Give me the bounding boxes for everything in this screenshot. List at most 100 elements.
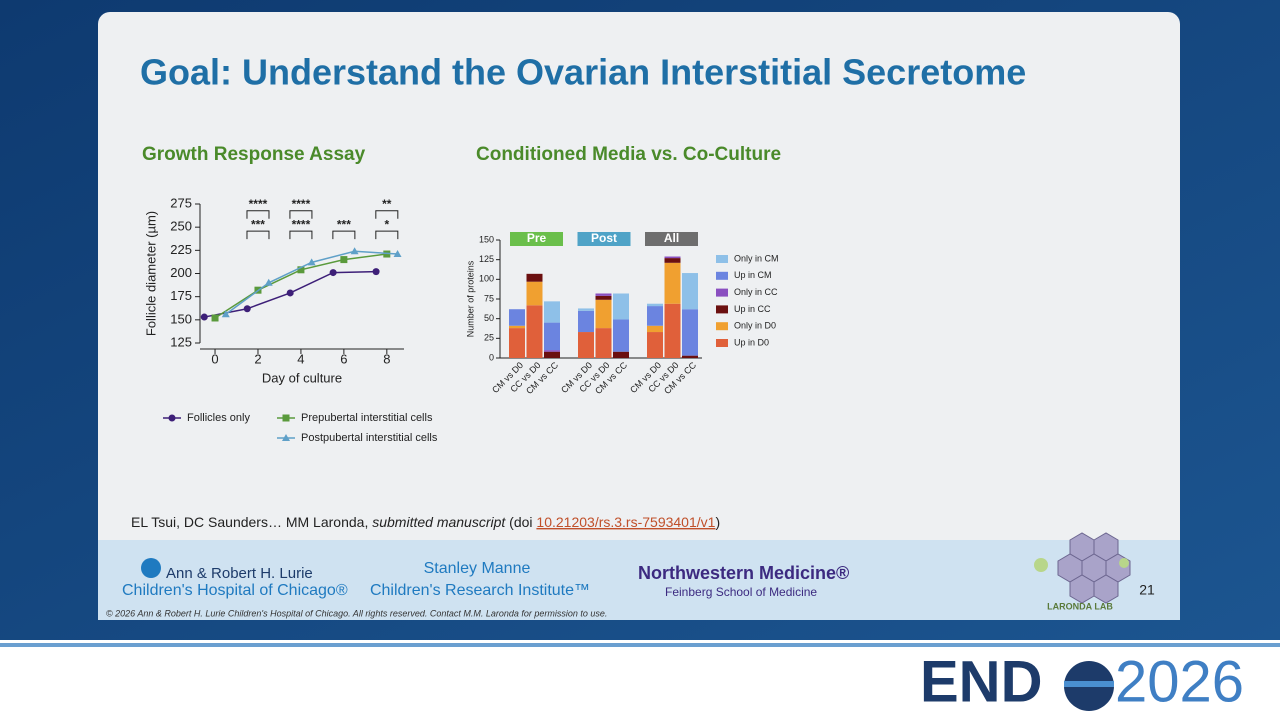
bar-segment bbox=[526, 305, 543, 358]
bar-segment bbox=[526, 281, 543, 306]
marker bbox=[200, 313, 208, 321]
copyright: © 2026 Ann & Robert H. Lurie Children's … bbox=[106, 608, 607, 618]
bar-segment bbox=[647, 332, 663, 358]
marker bbox=[264, 278, 273, 286]
significance-label: * bbox=[384, 217, 389, 231]
bar-segment bbox=[664, 258, 681, 263]
y-tick-label: 150 bbox=[170, 311, 192, 326]
y-tick-label: 150 bbox=[479, 234, 494, 244]
x-tick-label: 0 bbox=[211, 351, 218, 366]
x-axis-label: Day of culture bbox=[262, 370, 342, 385]
marker bbox=[221, 310, 230, 318]
y-tick-label: 225 bbox=[170, 242, 192, 257]
manne-name: Stanley Manne bbox=[424, 560, 531, 577]
legend-label: Only in CC bbox=[734, 287, 778, 297]
marker bbox=[211, 314, 219, 322]
bar-segment bbox=[544, 351, 560, 358]
bar-segment bbox=[578, 332, 594, 358]
bar-segment bbox=[526, 273, 543, 282]
group-box bbox=[645, 232, 698, 246]
bar-segment bbox=[509, 328, 525, 358]
marker bbox=[393, 250, 402, 258]
x-tick-label: 4 bbox=[297, 351, 304, 366]
manne-institute: Children's Research Institute™ bbox=[370, 582, 590, 599]
marker bbox=[307, 258, 316, 266]
marker bbox=[286, 289, 294, 297]
marker bbox=[297, 266, 305, 274]
bar-segment bbox=[509, 325, 525, 329]
x-tick-label: 2 bbox=[254, 351, 261, 366]
marker bbox=[329, 269, 337, 277]
marker bbox=[282, 414, 290, 422]
y-tick-label: 75 bbox=[484, 293, 494, 303]
bar-segment bbox=[595, 293, 612, 296]
significance-bracket bbox=[375, 230, 399, 240]
chart-title: Conditioned Media vs. Co-Culture bbox=[476, 144, 781, 165]
bar-segment bbox=[647, 306, 663, 326]
legend-label: Only in CM bbox=[734, 253, 779, 263]
significance-bracket bbox=[375, 210, 399, 219]
significance-bracket bbox=[289, 210, 313, 219]
status: submitted manuscript bbox=[372, 514, 506, 530]
y-tick-label: 0 bbox=[489, 352, 494, 362]
bar-segment bbox=[595, 328, 612, 358]
page-number: 21 bbox=[1139, 582, 1155, 598]
legend-swatch bbox=[716, 255, 728, 263]
marker bbox=[340, 256, 348, 264]
group-label: Post bbox=[591, 231, 617, 245]
bar-segment bbox=[509, 309, 525, 326]
legend-label: Up in CC bbox=[734, 304, 771, 314]
nw-name: Northwestern Medicine® bbox=[638, 563, 849, 583]
bar-segment bbox=[682, 355, 698, 358]
significance-label: **** bbox=[292, 217, 311, 231]
authors: EL Tsui, DC Saunders… MM Laronda, bbox=[131, 514, 372, 530]
y-tick-label: 50 bbox=[484, 313, 494, 323]
card bbox=[98, 12, 1180, 620]
significance-label: ** bbox=[382, 197, 392, 211]
y-tick-label: 125 bbox=[170, 334, 192, 349]
lab-name: LARONDA LAB bbox=[1047, 601, 1113, 611]
x-tick-label: 8 bbox=[383, 351, 390, 366]
bar-segment bbox=[664, 262, 681, 304]
y-axis-label: Number of proteins bbox=[465, 260, 475, 337]
banner-globe-band bbox=[1064, 681, 1114, 687]
banner-left: END bbox=[920, 649, 1042, 714]
lurie-icon bbox=[141, 558, 161, 578]
y-tick-label: 125 bbox=[479, 254, 494, 264]
legend-swatch bbox=[716, 339, 728, 347]
bar-segment bbox=[595, 299, 612, 329]
lab-logo bbox=[1034, 532, 1131, 604]
doi-link[interactable]: 10.21203/rs.3.rs-7593401/v1 bbox=[536, 514, 715, 530]
slide-title: Goal: Understand the Ovarian Interstitia… bbox=[140, 52, 1026, 93]
y-tick-label: 100 bbox=[479, 274, 494, 284]
significance-bracket bbox=[332, 230, 356, 240]
citation: EL Tsui, DC Saunders… MM Laronda, submit… bbox=[131, 514, 720, 530]
marker bbox=[350, 247, 359, 255]
y-tick-label: 175 bbox=[170, 288, 192, 303]
legend-label: Follicles only bbox=[187, 412, 250, 424]
bar-segment bbox=[664, 303, 681, 358]
legend-swatch bbox=[716, 322, 728, 331]
close: ) bbox=[715, 514, 720, 530]
marker bbox=[243, 305, 251, 313]
significance-label: *** bbox=[251, 217, 265, 231]
bar-segment bbox=[578, 308, 594, 311]
bar-segment bbox=[664, 256, 681, 259]
marker bbox=[282, 434, 290, 441]
footer-band bbox=[98, 540, 1180, 620]
chart-title-text: Conditioned Media vs. Co-Culture bbox=[476, 144, 781, 165]
significance-label: **** bbox=[292, 197, 311, 211]
doi-prefix: (doi bbox=[505, 514, 536, 530]
bar-segment bbox=[613, 293, 629, 320]
bar-segment bbox=[544, 301, 560, 323]
banner-right: 2026 bbox=[1115, 649, 1244, 714]
bar-segment bbox=[682, 309, 698, 356]
nw-school: Feinberg School of Medicine bbox=[665, 585, 817, 599]
group-label: Pre bbox=[527, 231, 547, 245]
bar-segment bbox=[544, 350, 560, 352]
significance-bracket bbox=[246, 230, 270, 240]
marker bbox=[372, 268, 380, 276]
y-tick-label: 275 bbox=[170, 195, 192, 210]
group-box bbox=[510, 232, 563, 246]
